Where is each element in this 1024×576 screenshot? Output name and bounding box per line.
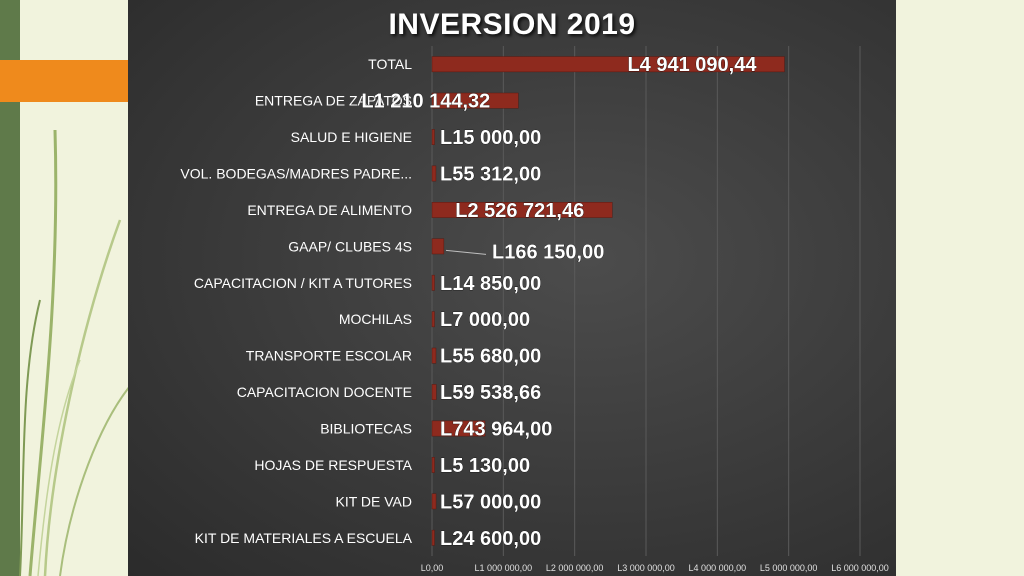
chart-title: INVERSION 2019 bbox=[388, 8, 636, 41]
x-tick-label: L4 000 000,00 bbox=[689, 563, 747, 573]
chart-slide: INVERSION 2019 L0,00 L1 000 000,00 L2 000 … bbox=[128, 0, 896, 576]
x-tick-label: L2 000 000,00 bbox=[546, 563, 604, 573]
category-label: TRANSPORTE ESCOLAR bbox=[246, 348, 412, 364]
category-label: KIT DE MATERIALES A ESCUELA bbox=[195, 530, 413, 546]
bar bbox=[431, 202, 613, 218]
x-tick-label: L1 000 000,00 bbox=[475, 563, 533, 573]
x-tick-label: L6 000 000,00 bbox=[831, 563, 889, 573]
data-label: L55 312,00 bbox=[440, 164, 541, 186]
left-accent-stripe bbox=[0, 0, 20, 576]
category-label: CAPACITACION / KIT A TUTORES bbox=[194, 275, 412, 291]
x-tick-label: L3 000 000,00 bbox=[617, 563, 675, 573]
bar bbox=[431, 274, 435, 291]
bar bbox=[431, 493, 437, 510]
bar bbox=[431, 457, 435, 473]
data-label: L5 130,00 bbox=[440, 455, 530, 477]
category-label: ENTREGA DE ZAPATOS bbox=[255, 93, 412, 109]
bar bbox=[431, 347, 437, 364]
x-tick-label: L5 000 000,00 bbox=[760, 563, 818, 573]
bar bbox=[431, 165, 437, 182]
category-label: VOL. BODEGAS/MADRES PADRE... bbox=[180, 166, 412, 182]
category-label: GAAP/ CLUBES 4S bbox=[288, 238, 412, 254]
bar bbox=[431, 384, 437, 400]
data-label: L24 600,00 bbox=[440, 528, 541, 550]
data-label: L15 000,00 bbox=[440, 127, 541, 149]
bar-chart: L0,00 L1 000 000,00 L2 000 000,00 L3 000 00… bbox=[180, 46, 889, 573]
leader-line bbox=[445, 249, 487, 255]
category-label: CAPACITACION DOCENTE bbox=[237, 384, 412, 400]
data-label: L59 538,66 bbox=[440, 382, 541, 404]
category-label: TOTAL bbox=[368, 56, 412, 72]
category-label: MOCHILAS bbox=[339, 311, 412, 327]
data-label: L1 210 144,32 bbox=[361, 91, 490, 113]
data-label: L743 964,00 bbox=[440, 419, 552, 441]
category-label: KIT DE VAD bbox=[335, 493, 412, 509]
data-label: L7 000,00 bbox=[440, 309, 530, 331]
bar bbox=[431, 238, 445, 255]
data-label: L4 941 090,44 bbox=[627, 54, 757, 76]
category-label: SALUD E HIGIENE bbox=[291, 129, 412, 145]
data-label: L14 850,00 bbox=[440, 273, 541, 295]
x-tick-label: L0,00 bbox=[421, 563, 444, 573]
category-label: ENTREGA DE ALIMENTO bbox=[247, 202, 412, 218]
bar bbox=[431, 529, 435, 546]
category-label: BIBLIOTECAS bbox=[320, 421, 412, 437]
data-label: L2 526 721,46 bbox=[455, 200, 584, 222]
bar bbox=[431, 420, 486, 437]
bar bbox=[431, 311, 435, 328]
bar bbox=[431, 92, 519, 109]
data-label: L166 150,00 bbox=[492, 241, 604, 263]
bar bbox=[431, 129, 435, 145]
data-label: L57 000,00 bbox=[440, 491, 541, 513]
orange-accent-tab bbox=[0, 60, 128, 102]
bar bbox=[431, 56, 785, 73]
category-label: HOJAS DE RESPUESTA bbox=[254, 457, 412, 473]
data-label: L55 680,00 bbox=[440, 346, 541, 368]
grass-decoration bbox=[19, 129, 136, 576]
